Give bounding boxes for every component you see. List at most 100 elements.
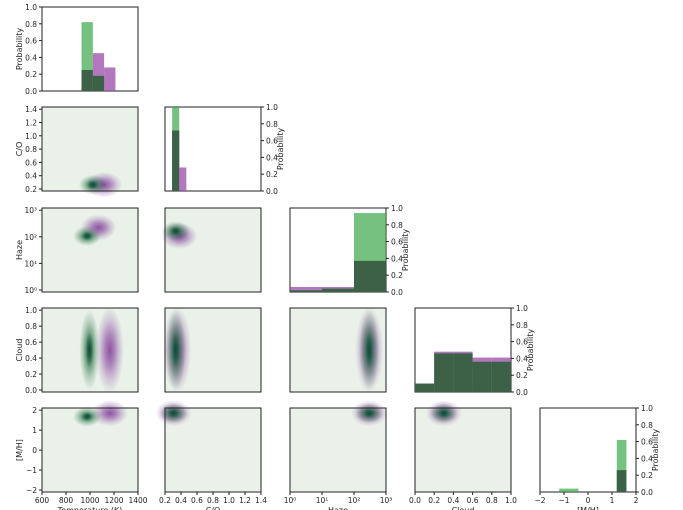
tick-label: 0.4	[391, 254, 403, 263]
probability-label: Probability	[401, 229, 410, 272]
panel-frame	[41, 207, 139, 293]
tick-label: 2	[634, 496, 639, 505]
posterior-panel-bg	[165, 208, 261, 292]
tick-label: 0.4	[447, 496, 459, 505]
axis-label-y: Haze	[15, 240, 24, 260]
tick-label: 1.0	[25, 3, 37, 12]
posterior-contour-purple	[95, 307, 124, 393]
tick-label: 0.8	[516, 321, 528, 330]
tick-label: 10⁰	[284, 496, 297, 505]
tick-label: 0.2	[266, 170, 278, 179]
tick-label: 0.0	[25, 87, 37, 96]
tick-label: 1.0	[266, 103, 278, 112]
axis-label-y: Cloud	[15, 339, 24, 362]
tick-label: 0.4	[25, 354, 37, 363]
tick-label: 1.2	[239, 496, 251, 505]
tick-label: 0.0	[266, 187, 278, 196]
panel-frame	[164, 307, 262, 393]
tick-label: 1.0	[223, 496, 235, 505]
histogram-overlap	[81, 70, 93, 91]
tick-label: 600	[35, 496, 50, 505]
tick-label: 1	[610, 496, 615, 505]
tick-label: 0.6	[641, 438, 653, 447]
tick-label: 0.8	[25, 20, 37, 29]
histogram-overlap	[453, 353, 473, 392]
histogram-overlap	[354, 260, 386, 292]
tick-label: 0.8	[486, 496, 498, 505]
histogram-bar-green	[81, 22, 93, 91]
tick-label: 0.4	[25, 172, 37, 181]
tick-label: 0.8	[641, 421, 653, 430]
tick-label: 10³	[24, 206, 37, 215]
tick-label: 0.8	[266, 120, 278, 129]
tick-label: −2	[534, 496, 545, 505]
tick-label: 0.6	[25, 158, 37, 167]
posterior-contour-purple	[91, 400, 128, 427]
tick-label: 1000	[80, 496, 99, 505]
panel-frame	[289, 307, 387, 393]
tick-label: 1.0	[25, 132, 37, 141]
axis-label-x: Haze	[328, 506, 348, 510]
tick-label: 1400	[128, 496, 147, 505]
histogram-bar-purple	[92, 53, 105, 91]
posterior-core	[363, 408, 375, 418]
tick-label: 10¹	[24, 259, 37, 268]
tick-label: 0.6	[25, 37, 37, 46]
histogram-overlap	[616, 470, 627, 492]
histogram-overlap	[290, 290, 322, 292]
tick-label: 10⁰	[24, 286, 37, 295]
tick-label: 0.6	[516, 338, 528, 347]
tick-label: 0.2	[25, 70, 37, 79]
histogram-bar-green	[616, 439, 627, 492]
tick-label: 1.2	[25, 119, 37, 128]
tick-label: 10²	[24, 233, 37, 242]
tick-label: 0.8	[25, 145, 37, 154]
histogram-overlap	[172, 130, 180, 191]
axis-label-x: Cloud	[452, 506, 475, 510]
tick-label: 1.0	[25, 306, 37, 315]
tick-label: 0.6	[266, 137, 278, 146]
tick-label: 0.0	[516, 388, 528, 397]
tick-label: 1.4	[25, 105, 37, 114]
tick-label: −1	[558, 496, 569, 505]
tick-label: 10³	[380, 496, 393, 505]
panel-frame	[289, 407, 387, 493]
tick-label: 0.0	[391, 288, 403, 297]
tick-label: 800	[59, 496, 74, 505]
tick-label: 0	[586, 496, 591, 505]
axis-label-x: Temperature (K)	[57, 506, 123, 510]
tick-label: 1200	[104, 496, 123, 505]
tick-label: 0.0	[641, 488, 653, 497]
posterior-core	[167, 408, 180, 418]
tick-label: 1.0	[641, 404, 653, 413]
panel-frame	[414, 407, 512, 493]
tick-label: 0.8	[207, 496, 219, 505]
tick-label: 1	[32, 426, 37, 435]
axis-label-y: [M/H]	[15, 439, 24, 461]
tick-label: 0.4	[175, 496, 187, 505]
posterior-core	[171, 332, 180, 368]
tick-label: 10²	[348, 496, 361, 505]
tick-label: −1	[26, 466, 37, 475]
tick-label: 1.0	[516, 304, 528, 313]
posterior-core	[365, 332, 374, 368]
histogram-bar-purple	[290, 286, 322, 292]
probability-label: Probability	[15, 28, 24, 71]
panel-frame	[41, 307, 139, 393]
tick-label: −2	[26, 486, 37, 495]
tick-label: 1.0	[391, 204, 403, 213]
tick-label: 0.2	[516, 371, 528, 380]
tick-label: 0.8	[391, 221, 403, 230]
posterior-core	[438, 408, 450, 418]
tick-label: 1.4	[255, 496, 267, 505]
tick-label: 0.0	[409, 496, 421, 505]
tick-label: 10¹	[316, 496, 329, 505]
tick-label: 0.2	[391, 271, 403, 280]
tick-label: 0.6	[25, 338, 37, 347]
probability-label: Probability	[651, 429, 660, 472]
histogram-overlap	[322, 288, 354, 292]
axis-label-x: C/O	[206, 506, 221, 510]
tick-label: 0.2	[25, 370, 37, 379]
tick-label: 0.4	[641, 454, 653, 463]
posterior-core	[170, 226, 182, 236]
